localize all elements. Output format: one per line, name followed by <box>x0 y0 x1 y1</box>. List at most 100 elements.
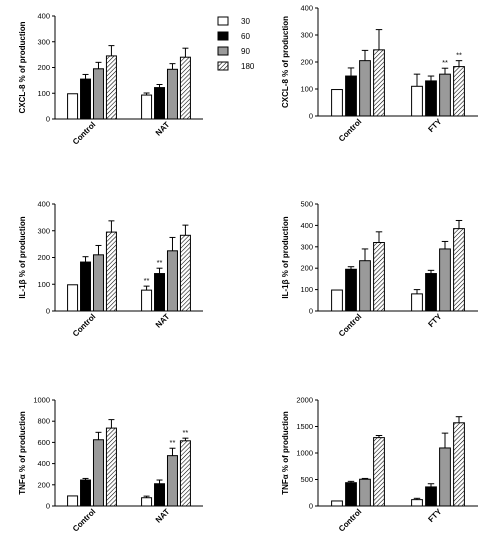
bar-fty-60 <box>425 80 437 117</box>
bar-fty-90 <box>439 447 451 507</box>
bar-control-90 <box>359 478 371 507</box>
significance-marker: ** <box>456 51 462 60</box>
y-tick-label: 200 <box>37 253 50 262</box>
legend-swatch-60 <box>217 31 229 41</box>
legend-label-180: 180 <box>241 62 255 71</box>
bar-control-30 <box>331 89 343 117</box>
legend: 30 60 90 180 <box>217 16 255 71</box>
bar-fty-30 <box>411 85 423 117</box>
chart-panel-5: 0 200 400 600 800 1000 TNFα % of production Con… <box>18 396 203 534</box>
chart-panel-6: 0 500 1000 1500 2000 TNFα % of production Cont… <box>281 396 478 534</box>
y-axis-label: IL-1β % of production <box>281 216 290 298</box>
legend-label-60: 60 <box>241 32 250 41</box>
y-tick-label: 0 <box>309 307 313 316</box>
bar-control-60 <box>345 482 357 507</box>
bar-control-90 <box>92 439 104 507</box>
y-tick-label: 600 <box>37 438 50 447</box>
bar-nat-180 <box>179 440 191 507</box>
bar-fty-180 <box>453 228 465 312</box>
bar-control-30 <box>67 284 79 312</box>
y-tick-label: 200 <box>37 63 50 72</box>
bar-control-60 <box>80 78 92 120</box>
y-tick-label: 300 <box>37 37 50 46</box>
bar-control-30 <box>67 93 79 120</box>
bar-control-60 <box>80 261 92 312</box>
legend-item-180: 180 <box>217 61 255 71</box>
y-tick-label: 500 <box>300 200 313 209</box>
category-label-nat: NAT <box>154 507 172 525</box>
y-tick-label: 100 <box>37 89 50 98</box>
y-tick-label: 0 <box>309 112 313 121</box>
y-tick-label: 1000 <box>296 449 313 458</box>
significance-marker: ** <box>157 258 163 267</box>
bar-control-180 <box>373 242 385 312</box>
y-tick-label: 300 <box>300 242 313 251</box>
category-label-control: Control <box>337 312 363 338</box>
y-axis-label: TNFα % of production <box>18 411 27 495</box>
y-axis-label: CXCL-8 % of production <box>18 21 27 113</box>
bar-nat-60 <box>154 87 166 120</box>
y-tick-label: 500 <box>300 475 313 484</box>
bar-control-180 <box>105 55 117 120</box>
legend-item-90: 90 <box>217 46 250 56</box>
legend-swatch-30 <box>217 16 229 26</box>
category-label-fty: FTY <box>426 312 444 330</box>
legend-item-30: 30 <box>217 16 250 26</box>
bar-nat-90 <box>166 250 178 312</box>
legend-label-90: 90 <box>241 47 250 56</box>
y-tick-label: 0 <box>46 115 50 124</box>
y-tick-label: 0 <box>46 502 50 511</box>
category-label-control: Control <box>71 312 97 338</box>
legend-label-30: 30 <box>241 17 250 26</box>
y-tick-label: 300 <box>300 31 313 40</box>
significance-marker: ** <box>170 438 176 447</box>
y-tick-label: 1500 <box>296 422 313 431</box>
bar-nat-90 <box>166 68 178 120</box>
category-label-control: Control <box>337 117 363 143</box>
y-axis-label: IL-1β % of production <box>18 216 27 298</box>
bar-fty-30 <box>411 293 423 312</box>
bar-nat-90 <box>166 455 178 507</box>
y-tick-label: 100 <box>37 280 50 289</box>
y-axis-label: TNFα % of production <box>281 411 290 495</box>
bar-nat-30 <box>141 94 153 120</box>
bar-nat-30 <box>141 497 153 507</box>
category-label-control: Control <box>71 120 97 146</box>
bar-control-60 <box>345 268 357 312</box>
significance-marker: ** <box>144 276 150 285</box>
significance-marker: ** <box>442 58 448 67</box>
y-tick-label: 800 <box>37 417 50 426</box>
bar-control-90 <box>92 254 104 312</box>
bar-control-180 <box>105 427 117 507</box>
legend-item-60: 60 <box>217 31 250 41</box>
bar-fty-180 <box>453 422 465 507</box>
bar-control-60 <box>345 75 357 117</box>
bar-fty-180 <box>453 66 465 117</box>
bar-control-30 <box>67 495 79 507</box>
bar-fty-90 <box>439 248 451 312</box>
bar-control-180 <box>105 231 117 312</box>
bar-control-30 <box>331 289 343 312</box>
y-tick-label: 100 <box>300 285 313 294</box>
bar-control-180 <box>373 49 385 117</box>
y-tick-label: 1000 <box>33 396 50 405</box>
chart-panel-1: 0 100 200 300 400 CXCL-8 % of production Contr… <box>18 12 203 147</box>
legend-swatch-90 <box>217 46 229 56</box>
y-tick-label: 400 <box>300 4 313 13</box>
y-tick-label: 200 <box>300 264 313 273</box>
category-label-control: Control <box>71 507 97 533</box>
bar-nat-60 <box>154 483 166 507</box>
y-tick-label: 400 <box>300 221 313 230</box>
y-tick-label: 0 <box>309 502 313 511</box>
category-label-control: Control <box>337 507 363 533</box>
bar-fty-90 <box>439 73 451 117</box>
y-tick-label: 400 <box>37 12 50 21</box>
y-tick-label: 400 <box>37 459 50 468</box>
bar-nat-30 <box>141 289 153 312</box>
category-label-fty: FTY <box>426 507 444 525</box>
y-tick-label: 0 <box>46 307 50 316</box>
chart-panel-2: 0 100 200 300 400 CXCL-8 % of production Contr… <box>281 4 478 144</box>
bar-control-90 <box>359 260 371 312</box>
